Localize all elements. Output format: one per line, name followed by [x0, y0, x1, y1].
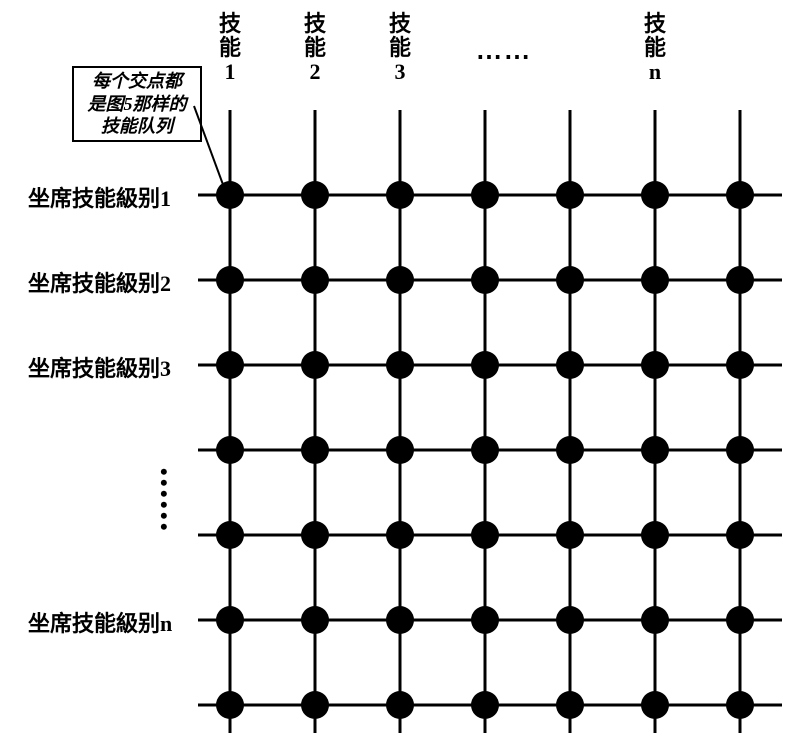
diagram-canvas: 技能1 技能2 技能3 技能n ⋯⋯ 坐席技能級别1 坐席技能級别2 坐席技能級… [0, 0, 800, 733]
callout-leader [0, 0, 800, 733]
